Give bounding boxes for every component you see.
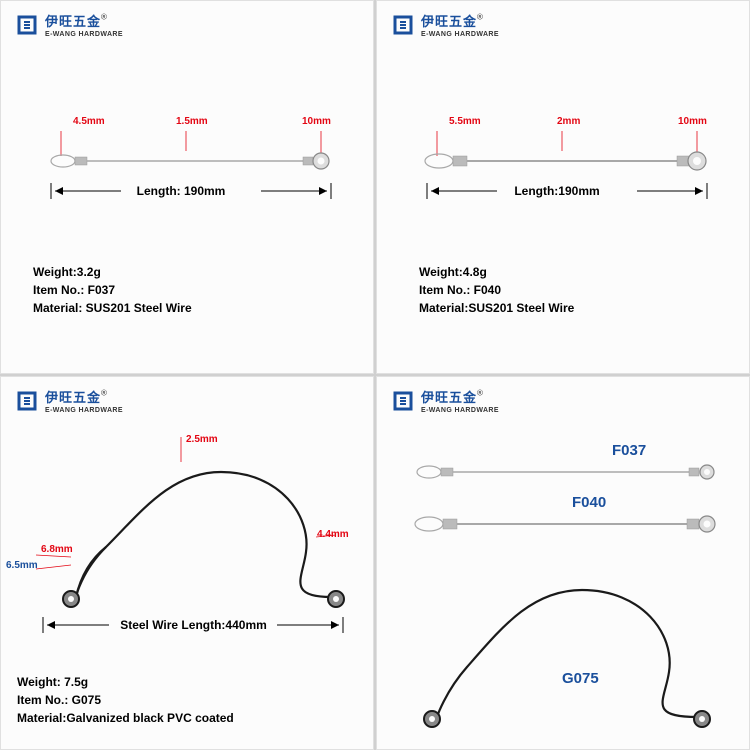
brand-name-cn: 伊旺五金 [421,390,477,405]
label-g075: G075 [562,670,599,687]
panel-comparison: 伊旺五金® E-WANG HARDWARE F037 F040 [376,376,750,750]
dim-ring: 10mm [302,116,331,127]
dim-wire: 1.5mm [176,116,208,127]
dim-loop: 4.5mm [73,116,105,127]
dim-loop: 5.5mm [449,116,481,127]
spec-material: Material:Galvanized black PVC coated [17,709,234,727]
brand-name-en: E-WANG HARDWARE [421,31,499,38]
dim-wire: 2mm [557,116,580,127]
dim-outer: 6.5mm [6,560,38,571]
registered-mark: ® [101,13,107,22]
registered-mark: ® [101,389,107,398]
dim-top: 2.5mm [186,434,218,445]
dim-inner: 6.8mm [41,544,73,555]
brand-logo: 伊旺五金® E-WANG HARDWARE [15,11,123,38]
spec-weight: Weight:3.2g [33,263,192,281]
specs-f040: Weight:4.8g Item No.: F040 Material:SUS2… [419,263,574,317]
spec-material: Material:SUS201 Steel Wire [419,299,574,317]
wire-diagram-f040 [397,121,732,191]
length-label: Length: 190mm [126,184,236,198]
wire-sample-g075 [407,562,727,732]
registered-mark: ® [477,389,483,398]
wire-sample-f040 [407,507,727,541]
brand-name-en: E-WANG HARDWARE [45,407,123,414]
brand-name-cn: 伊旺五金 [45,14,101,29]
brand-logo: 伊旺五金® E-WANG HARDWARE [391,11,499,38]
spec-material: Material: SUS201 Steel Wire [33,299,192,317]
wire-diagram-g075 [21,437,361,627]
logo-icon [15,389,39,413]
panel-g075: 伊旺五金® E-WANG HARDWARE 2.5mm 6.8mm 6.5mm … [0,376,374,750]
specs-f037: Weight:3.2g Item No.: F037 Material: SUS… [33,263,192,317]
label-f037: F037 [612,442,646,459]
wire-sample-f037 [407,457,727,487]
brand-logo: 伊旺五金® E-WANG HARDWARE [391,387,499,414]
wire-diagram-f037 [21,121,356,191]
registered-mark: ® [477,13,483,22]
dim-ring: 10mm [678,116,707,127]
brand-name-en: E-WANG HARDWARE [421,407,499,414]
specs-g075: Weight: 7.5g Item No.: G075 Material:Gal… [17,673,234,727]
spec-weight: Weight:4.8g [419,263,574,281]
logo-icon [391,389,415,413]
brand-name-en: E-WANG HARDWARE [45,31,123,38]
brand-name-cn: 伊旺五金 [421,14,477,29]
panel-f037: 伊旺五金® E-WANG HARDWARE 4.5mm 1.5mm 10mm [0,0,374,374]
spec-item: Item No.: G075 [17,691,234,709]
length-label: Steel Wire Length:440mm [111,618,276,632]
brand-name-cn: 伊旺五金 [45,390,101,405]
label-f040: F040 [572,494,606,511]
spec-weight: Weight: 7.5g [17,673,234,691]
dim-ring: 4.4mm [317,529,349,540]
spec-item: Item No.: F037 [33,281,192,299]
logo-icon [391,13,415,37]
brand-logo: 伊旺五金® E-WANG HARDWARE [15,387,123,414]
spec-item: Item No.: F040 [419,281,574,299]
panel-f040: 伊旺五金® E-WANG HARDWARE 5.5mm 2mm 10mm [376,0,750,374]
logo-icon [15,13,39,37]
length-label: Length:190mm [507,184,607,198]
product-spec-grid: 伊旺五金® E-WANG HARDWARE 4.5mm 1.5mm 10mm [0,0,750,750]
